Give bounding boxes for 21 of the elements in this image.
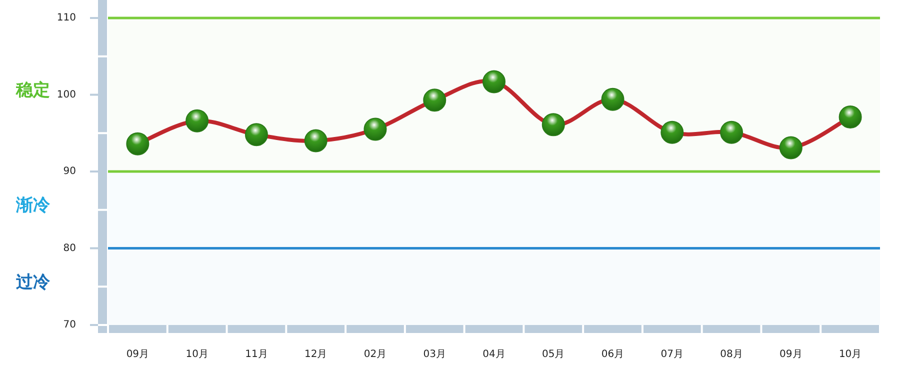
x-tick-label: 04月 — [482, 349, 506, 360]
x-tick-label: 12月 — [304, 349, 328, 360]
y-tick-label: 100 — [56, 89, 76, 100]
x-tick-label: 10月 — [838, 349, 862, 360]
y-tick-label: 80 — [63, 242, 76, 254]
x-tick-label: 09月 — [780, 349, 802, 360]
y-tick-label: 110 — [56, 12, 76, 24]
x-tick-label: 08月 — [720, 349, 743, 360]
x-tick-label: 11月 — [245, 349, 268, 360]
band-label: 稳定 — [15, 80, 50, 100]
x-tick-label: 07月 — [660, 349, 684, 360]
band-label: 过冷 — [15, 272, 51, 292]
x-tick-label: 03月 — [423, 349, 446, 360]
y-tick-label: 90 — [63, 166, 76, 178]
x-tick-label: 06月 — [601, 349, 624, 360]
x-tick-label: 09月 — [126, 349, 150, 360]
x-tick-label: 05月 — [542, 349, 565, 360]
x-tick-label: 02月 — [364, 349, 387, 360]
y-tick-label: 70 — [63, 320, 76, 331]
band-label: 渐冷 — [15, 196, 51, 216]
x-tick-label: 10月 — [186, 349, 208, 360]
